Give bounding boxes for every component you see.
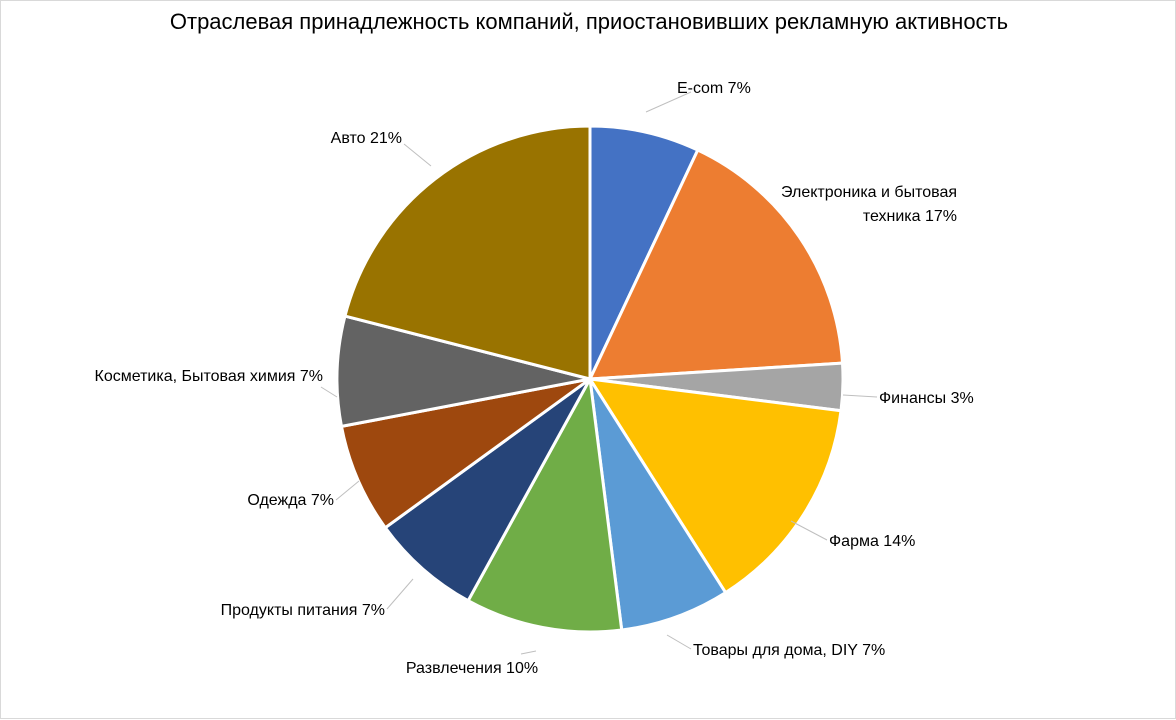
slice-label: Финансы 3%: [879, 390, 974, 407]
slice-label: Фарма 14%: [829, 533, 915, 550]
leader-line: [790, 520, 828, 541]
leader-line: [842, 394, 878, 398]
pie-slice: [588, 378, 728, 632]
slice-label: E-com 7%: [677, 80, 751, 97]
pie-slice: [466, 374, 624, 634]
slice-label: Косметика, Бытовая химия 7%: [95, 368, 323, 385]
slice-label: Развлечения 10%: [406, 660, 538, 677]
leader-line: [403, 143, 432, 167]
pie-slice: [343, 124, 592, 381]
pie-slice: [588, 124, 700, 380]
pie-slice: [335, 314, 591, 429]
pie-slice: [587, 377, 843, 595]
leader-line: [320, 386, 338, 398]
leader-line: [666, 634, 692, 650]
leader-line: [645, 91, 692, 113]
leader-line: [386, 578, 414, 610]
leader-line: [335, 480, 360, 501]
slice-label: техника 17%: [863, 208, 957, 225]
slice-label: Товары для дома, DIY 7%: [693, 642, 885, 659]
slice-label: Продукты питания 7%: [221, 602, 385, 619]
leader-lines-layer: [320, 91, 878, 655]
pie-slice: [587, 148, 845, 381]
pie-slice: [339, 377, 591, 530]
labels-layer: E-com 7% Электроника и бытовая техника 17%…: [95, 80, 974, 677]
slice-label: Электроника и бытовая: [781, 184, 957, 201]
leader-line: [520, 650, 537, 655]
slice-label: Авто 21%: [331, 130, 402, 147]
slices-layer: [335, 124, 845, 634]
chart-title: Отраслевая принадлежность компаний, прио…: [169, 9, 1009, 34]
slice-label: Одежда 7%: [247, 492, 334, 509]
pie-slice: [383, 377, 592, 603]
